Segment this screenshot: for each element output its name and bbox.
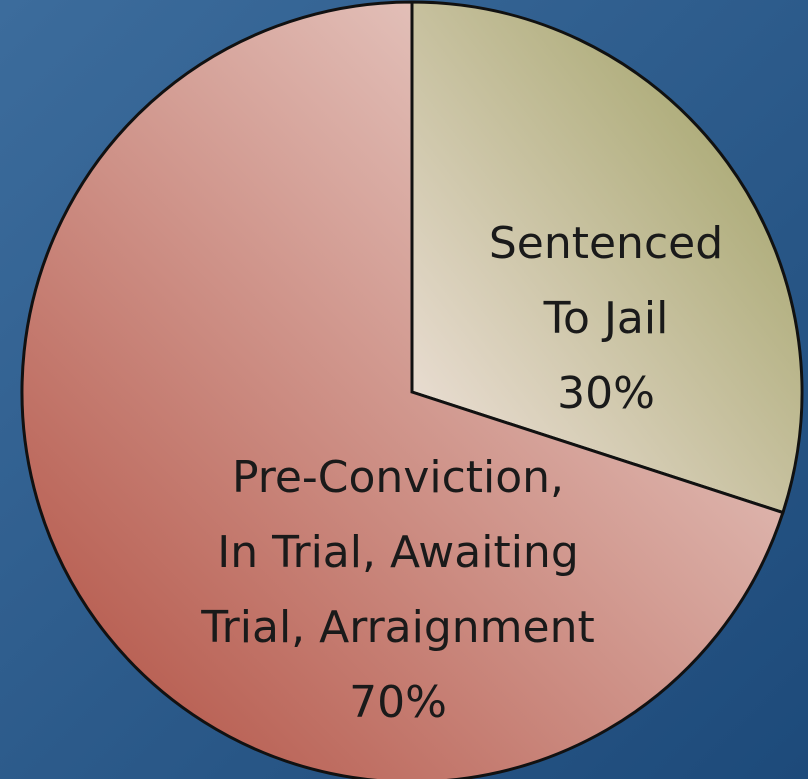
pie-slice — [410, 0, 804, 515]
value-label: 70% — [349, 677, 447, 728]
slice-label: Pre-Conviction, In Trial, Awaiting Trial, … — [200, 452, 594, 653]
slice-label: Sentenced To Jail — [489, 218, 723, 344]
value-label: 30% — [557, 368, 655, 419]
pie-slice — [20, 0, 785, 779]
